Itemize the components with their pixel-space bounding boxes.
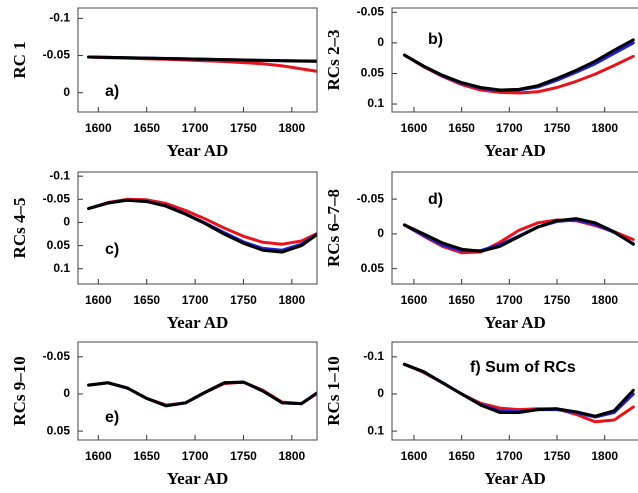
x-axis-label: Year AD: [484, 313, 546, 332]
plot-area: [87, 197, 317, 254]
x-tick-label: 1600: [401, 121, 428, 135]
data-line: [87, 55, 317, 63]
data-line: [402, 41, 635, 93]
x-tick-label: 1750: [544, 293, 571, 307]
y-tick-label: 0.1: [53, 261, 70, 275]
panel-annotation: f) Sum of RCs: [470, 359, 576, 376]
x-tick-label: 1750: [544, 121, 571, 135]
x-tick-label: 1650: [448, 121, 475, 135]
x-tick-label: 1600: [85, 121, 112, 135]
data-line: [402, 38, 635, 92]
panel: -0.05 0 0.05 1600 1650 1700 1750 1800 Year AD RCs…: [10, 341, 318, 488]
y-tick-label: -0.05: [43, 48, 71, 62]
frame: [77, 7, 318, 113]
x-tick-label: 1800: [591, 449, 618, 463]
y-tick-label: 0.1: [367, 96, 384, 110]
y-tick-label: 0.05: [47, 238, 71, 252]
y-tick-label: 0: [63, 85, 70, 99]
data-line: [402, 217, 635, 253]
y-axis-label: RCs 9–10: [10, 356, 29, 425]
y-tick-label: 0.05: [361, 261, 385, 275]
panel: -0.1 -0.05 0 0.05 0.1 1600 1650 1700 1750 1800 Yea…: [10, 168, 318, 332]
x-tick-label: 1650: [133, 449, 160, 463]
y-tick-label: -0.1: [363, 349, 384, 363]
x-tick-label: 1800: [591, 293, 618, 307]
y-axis-label: RCs 2–3: [324, 30, 343, 91]
x-axis-label: Year AD: [167, 141, 229, 160]
y-tick-label: -0.1: [49, 11, 70, 25]
frame: [77, 171, 318, 285]
x-tick-label: 1600: [401, 449, 428, 463]
x-axis-label: Year AD: [484, 469, 546, 488]
y-tick-label: 0.05: [361, 66, 385, 80]
x-tick-label: 1750: [230, 121, 257, 135]
panel-annotation: e): [105, 409, 119, 426]
plot-area: [402, 362, 635, 424]
y-tick-label: 0.05: [47, 423, 71, 437]
x-tick-label: 1700: [182, 449, 209, 463]
panel: -0.05 0 0.05 0.1 1600 1650 1700 1750 1800 Year AD…: [324, 4, 638, 160]
y-tick-label: 0.1: [367, 423, 384, 437]
panel-annotation: b): [428, 31, 443, 48]
x-tick-label: 1750: [544, 449, 571, 463]
panel-annotation: c): [105, 241, 119, 258]
y-tick-label: 0: [63, 215, 70, 229]
y-axis-label: RCs 6–7–8: [324, 189, 343, 267]
y-axis-label: RCs 4–5: [10, 198, 29, 259]
frame: [391, 7, 638, 113]
data-line: [402, 362, 635, 418]
x-tick-label: 1650: [448, 293, 475, 307]
x-axis-label: Year AD: [167, 469, 229, 488]
plot-area: [402, 38, 635, 95]
x-tick-label: 1750: [230, 293, 257, 307]
x-axis-label: Year AD: [167, 313, 229, 332]
x-tick-label: 1700: [496, 449, 523, 463]
x-tick-label: 1650: [448, 449, 475, 463]
y-axis-label: RCs 1–10: [324, 356, 343, 425]
y-tick-label: 0: [377, 226, 384, 240]
y-axis-label: RC 1: [10, 41, 29, 78]
frame: [77, 341, 318, 441]
y-tick-label: -0.05: [357, 191, 385, 205]
y-tick-label: -0.1: [49, 168, 70, 182]
y-tick-label: 0: [63, 386, 70, 400]
x-tick-label: 1600: [85, 449, 112, 463]
y-tick-label: 0: [377, 386, 384, 400]
panel: -0.1 -0.05 0 1600 1650 1700 1750 1800 Year AD RC …: [10, 7, 318, 160]
x-tick-label: 1700: [496, 121, 523, 135]
x-axis-label: Year AD: [484, 141, 546, 160]
x-tick-label: 1700: [496, 293, 523, 307]
x-tick-label: 1600: [85, 293, 112, 307]
x-tick-label: 1800: [278, 121, 305, 135]
frame: [391, 341, 638, 441]
x-tick-label: 1750: [230, 449, 257, 463]
y-tick-label: 0: [377, 35, 384, 49]
x-tick-label: 1700: [182, 121, 209, 135]
x-tick-label: 1600: [401, 293, 428, 307]
panel: -0.05 0 0.05 1600 1650 1700 1750 1800 Year AD RCs…: [324, 171, 638, 332]
plot-area: [87, 380, 317, 408]
y-tick-label: -0.05: [43, 349, 71, 363]
x-tick-label: 1800: [278, 293, 305, 307]
x-tick-label: 1650: [133, 293, 160, 307]
plot-area: [87, 55, 317, 73]
panel-annotation: a): [105, 83, 119, 100]
data-line: [87, 198, 317, 254]
panel-annotation: d): [428, 191, 443, 208]
plot-area: [402, 217, 635, 255]
data-line: [87, 380, 317, 408]
x-tick-label: 1650: [133, 121, 160, 135]
x-tick-label: 1800: [278, 449, 305, 463]
y-tick-label: -0.05: [357, 4, 385, 18]
x-tick-label: 1700: [182, 293, 209, 307]
frame: [391, 171, 638, 285]
x-tick-label: 1800: [591, 121, 618, 135]
panel: -0.1 0 0.1 1600 1650 1700 1750 1800 Year AD RCs 1…: [324, 341, 638, 488]
y-tick-label: -0.05: [43, 191, 71, 205]
